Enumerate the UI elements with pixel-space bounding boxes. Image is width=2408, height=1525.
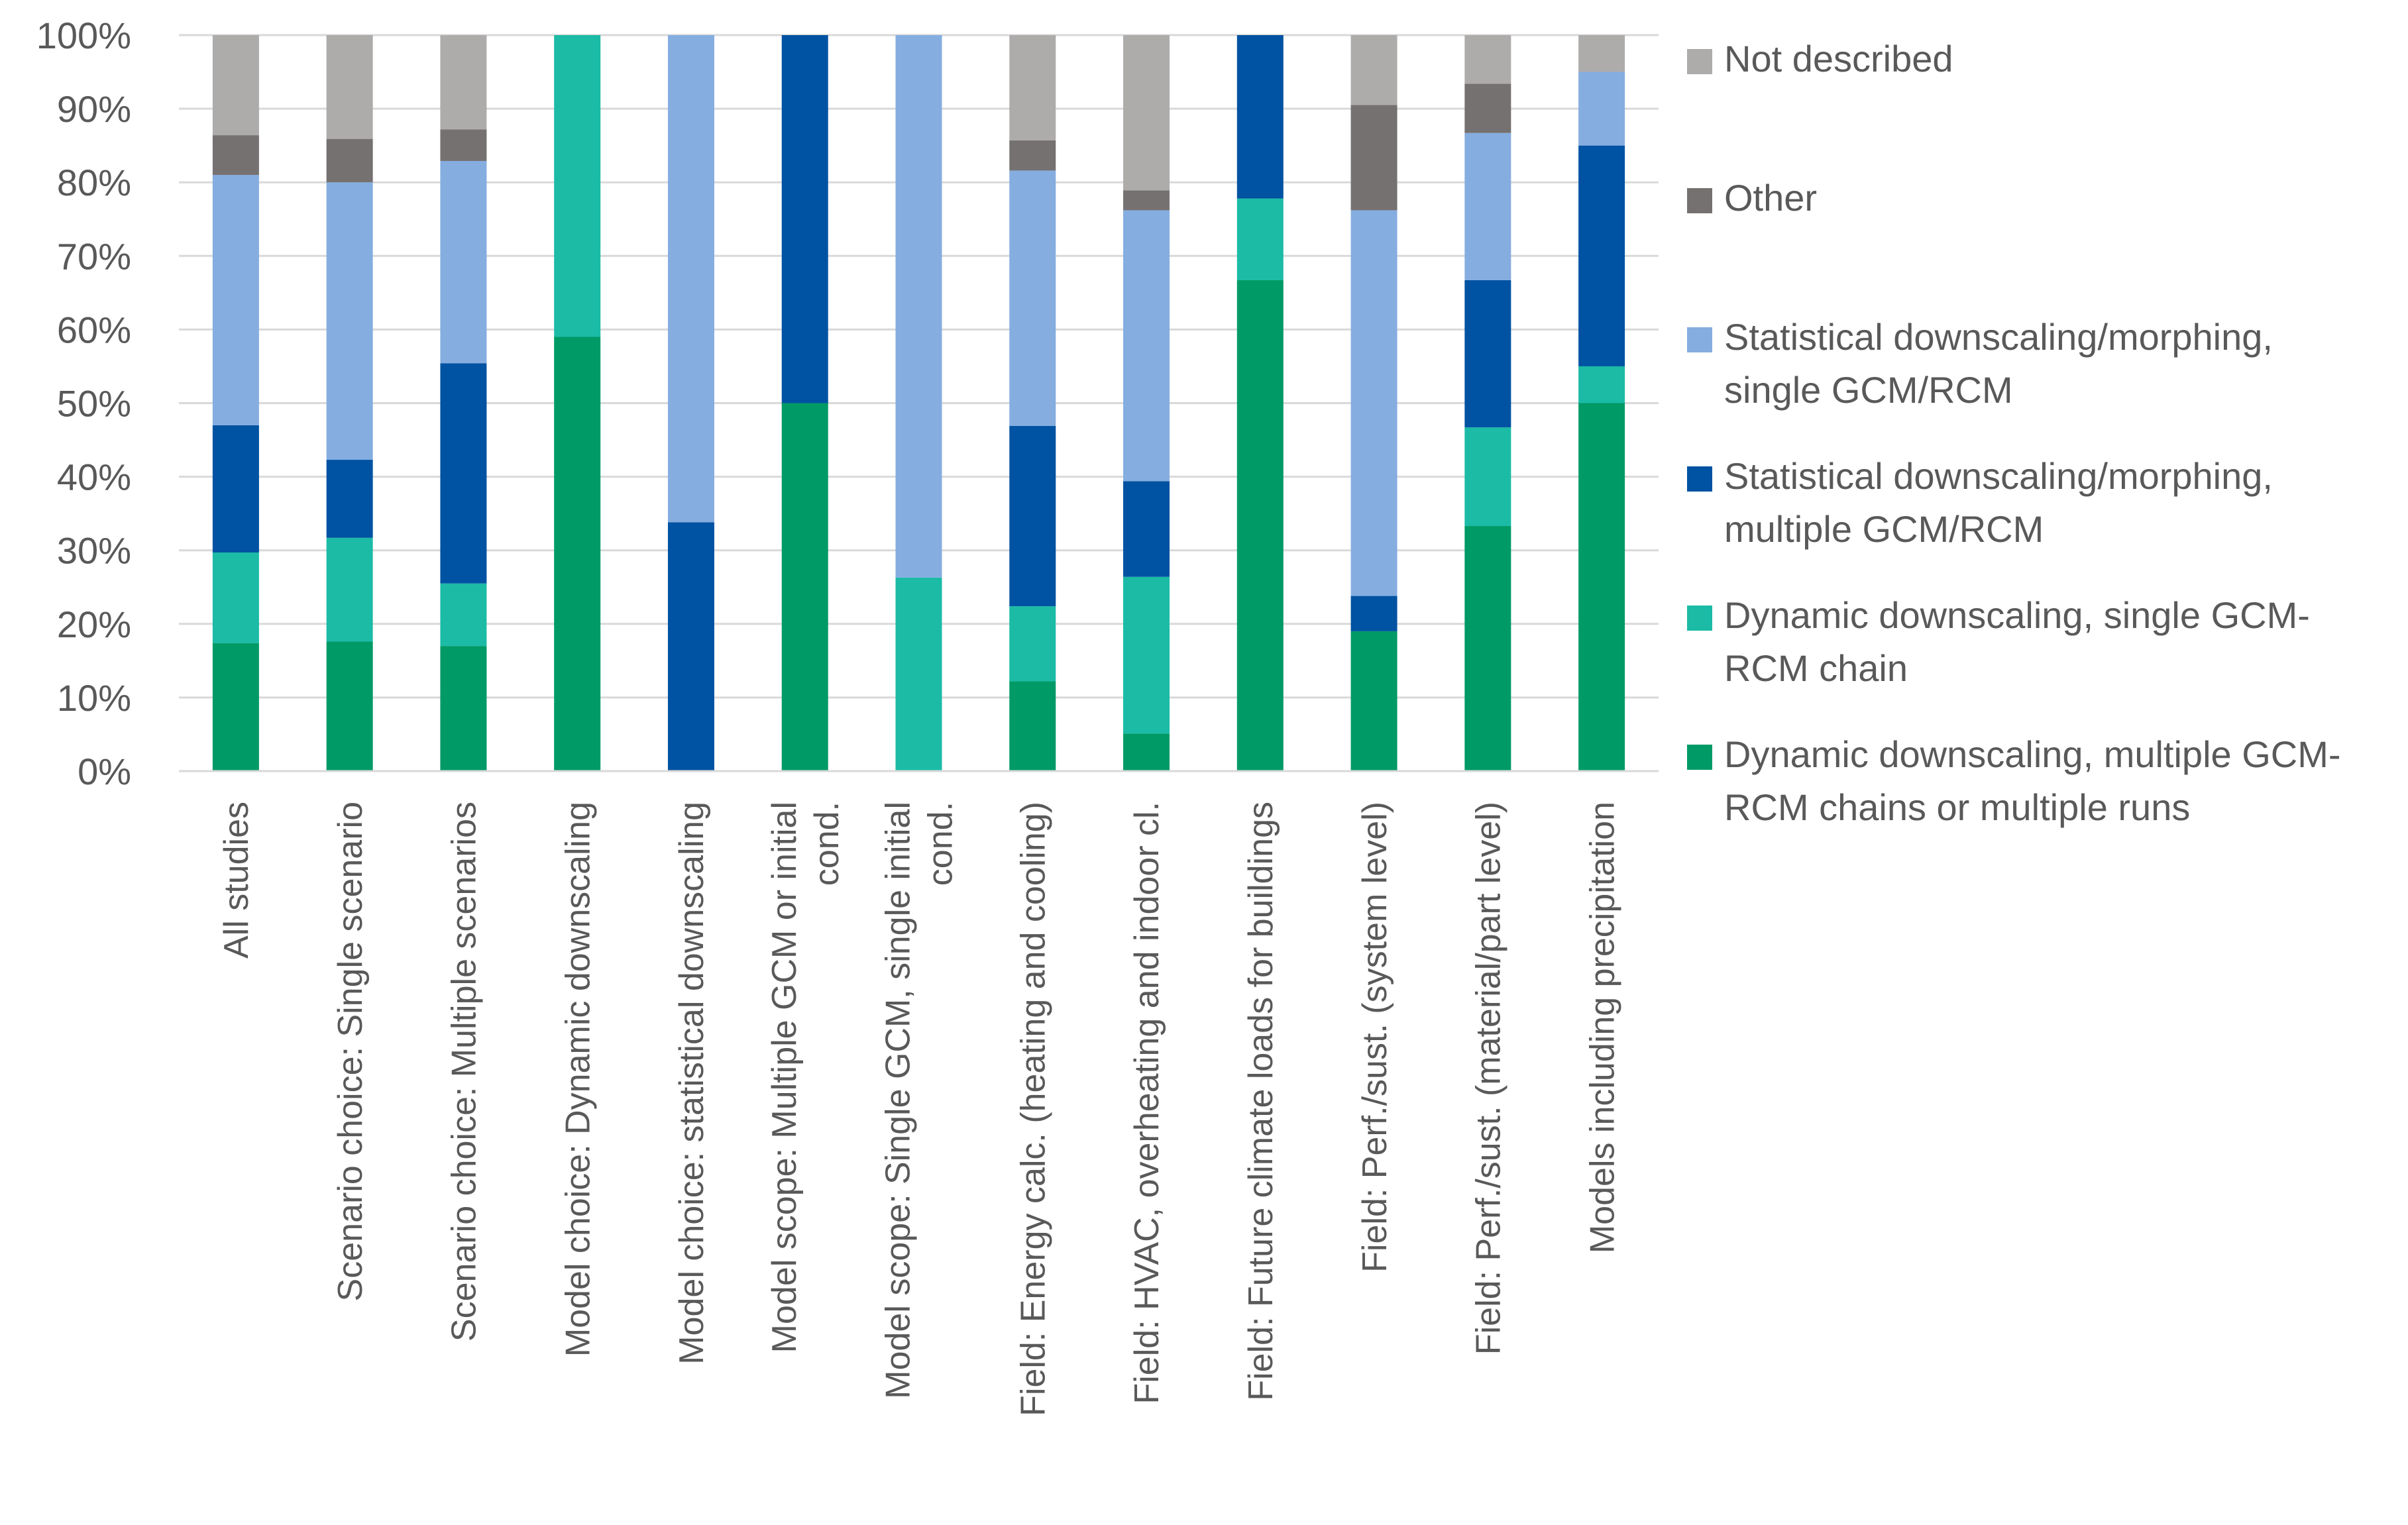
bar-segment-1-9 — [1236, 198, 1284, 280]
bar-segment-0-11 — [1464, 526, 1511, 771]
bar-segment-5-0 — [212, 35, 259, 136]
y-tick-label: 10% — [57, 677, 131, 719]
bar-segment-2-10 — [1350, 596, 1397, 631]
bar-segment-5-11 — [1464, 35, 1511, 84]
bar-segment-0-8 — [1123, 733, 1170, 771]
bar-segment-2-0 — [212, 425, 259, 553]
x-axis-category-labels: All studies Scenario choice: Single scena… — [217, 802, 1621, 1416]
bar-segment-2-11 — [1464, 280, 1511, 428]
bar-segment-3-1 — [326, 182, 373, 460]
y-tick-label: 60% — [57, 309, 131, 350]
legend-swatch — [1687, 49, 1712, 74]
bar-segment-2-1 — [326, 460, 373, 538]
bar-segment-1-8 — [1123, 576, 1170, 734]
bar-segment-1-1 — [326, 537, 373, 642]
bar-segment-3-12 — [1578, 72, 1625, 146]
legend-label: Not described — [1724, 38, 1953, 79]
y-tick-label: 40% — [57, 456, 131, 498]
x-category-label: Model scope: Single GCM, single initial c… — [879, 802, 960, 1399]
y-tick-label: 70% — [57, 235, 131, 277]
bar-segment-3-10 — [1350, 210, 1397, 596]
bar-segment-3-7 — [1009, 170, 1056, 426]
y-tick-label: 20% — [57, 604, 131, 645]
legend-label: Other — [1724, 177, 1817, 219]
y-tick-label: 30% — [57, 530, 131, 572]
bar-segment-3-6 — [895, 35, 942, 578]
x-category-label: Field: HVAC, overheating and indoor cl. — [1128, 802, 1166, 1404]
x-category-label: Field: Perf./sust. (material/part level) — [1470, 802, 1508, 1355]
bar-segment-0-2 — [440, 646, 487, 771]
x-category-label: All studies — [217, 802, 256, 959]
bar-segment-4-8 — [1123, 190, 1170, 211]
x-category-label: Scenario choice: Single scenario — [331, 802, 370, 1301]
x-category-label: Scenario choice: Multiple scenarios — [445, 802, 484, 1341]
y-tick-label: 0% — [78, 751, 131, 792]
bar-segment-1-11 — [1464, 427, 1511, 527]
bar-segment-3-0 — [212, 175, 259, 425]
y-tick-label: 100% — [36, 15, 131, 56]
bar-segment-0-10 — [1350, 631, 1397, 771]
bar-segment-1-0 — [212, 552, 259, 643]
bar-segment-4-1 — [326, 138, 373, 183]
bar-segment-0-12 — [1578, 403, 1625, 771]
bar-segment-4-0 — [212, 135, 259, 176]
legend-swatch — [1687, 466, 1712, 492]
y-axis-tick-labels: 0% 10% 20% 30% 40% 50% 60% 70% 80% 90% 100% — [36, 15, 131, 792]
bar-segment-4-10 — [1350, 105, 1397, 211]
legend-label: Statistical downscaling/morphing, single … — [1724, 316, 2273, 411]
bar-segment-0-0 — [212, 643, 259, 771]
x-category-label: Model scope: Multiple GCM or initial cond… — [765, 802, 846, 1353]
bar-segment-0-5 — [781, 403, 828, 771]
legend-swatch — [1687, 188, 1712, 213]
bar-segment-4-2 — [440, 129, 487, 161]
bar-segment-1-12 — [1578, 366, 1625, 403]
bar-segment-5-2 — [440, 35, 487, 130]
bar-segment-4-7 — [1009, 140, 1056, 171]
bar-segment-2-7 — [1009, 425, 1056, 607]
bar-segment-1-2 — [440, 583, 487, 647]
bar-segment-2-12 — [1578, 145, 1625, 366]
bar-segment-5-7 — [1009, 35, 1056, 140]
bar-segment-5-10 — [1350, 35, 1397, 105]
bar-segment-0-9 — [1236, 280, 1284, 771]
bar-segment-2-2 — [440, 363, 487, 584]
bar-segment-1-6 — [895, 577, 942, 771]
bar-segment-3-2 — [440, 160, 487, 364]
bar-segment-5-12 — [1578, 35, 1625, 72]
x-category-label: Models including precipitation — [1583, 802, 1621, 1253]
bar-segment-2-9 — [1236, 35, 1284, 199]
y-tick-label: 90% — [57, 88, 131, 130]
legend-label: Dynamic downscaling, single GCM-RCM chai… — [1724, 594, 2310, 689]
bar-segment-2-8 — [1123, 481, 1170, 577]
x-category-label: Model choice: Dynamic downscaling — [559, 802, 597, 1357]
x-category-label: Model choice: statistical downscaling — [673, 802, 711, 1365]
legend-swatch — [1687, 327, 1712, 352]
x-category-label: Field: Energy calc. (heating and cooling… — [1014, 802, 1052, 1416]
bar-segment-1-3 — [554, 35, 601, 337]
bar-segment-3-8 — [1123, 210, 1170, 482]
bar-segment-3-4 — [667, 35, 714, 523]
bar-segment-0-3 — [554, 337, 601, 771]
bar-segment-4-11 — [1464, 83, 1511, 133]
bar-segment-5-8 — [1123, 35, 1170, 191]
bar-segment-2-4 — [667, 522, 714, 771]
x-category-label: Field: Perf./sust. (system level) — [1356, 802, 1394, 1273]
legend-swatch — [1687, 605, 1712, 631]
legend-label: Statistical downscaling/morphing, multipl… — [1724, 455, 2273, 550]
bar-segment-0-7 — [1009, 681, 1056, 771]
y-tick-label: 50% — [57, 383, 131, 425]
legend-swatch — [1687, 745, 1712, 770]
bar-segment-5-1 — [326, 35, 373, 139]
bars — [212, 35, 1625, 771]
bar-segment-0-1 — [326, 641, 373, 771]
x-category-label: Field: Future climate loads for building… — [1242, 802, 1280, 1401]
bar-segment-1-7 — [1009, 606, 1056, 682]
y-tick-label: 80% — [57, 162, 131, 203]
legend-label: Dynamic downscaling, multiple GCM-RCM ch… — [1724, 733, 2341, 828]
legend: Not described Other Statistical downscalin… — [1687, 38, 2341, 828]
bar-segment-3-11 — [1464, 132, 1511, 280]
bar-segment-2-5 — [781, 35, 828, 403]
